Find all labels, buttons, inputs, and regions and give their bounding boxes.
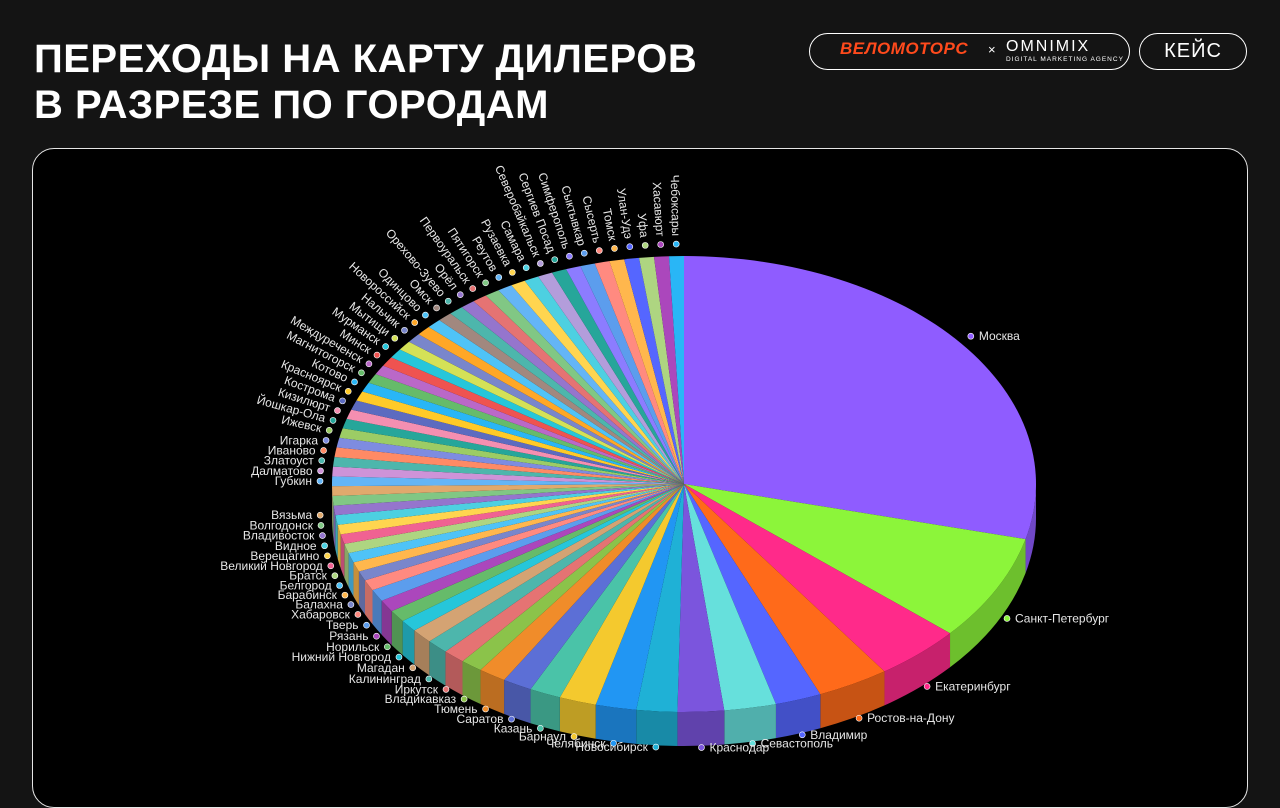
pie-label-dot (611, 740, 617, 746)
pie-label-dot (611, 245, 617, 251)
pie-label-dot (322, 543, 328, 549)
pie-slice-label: Краснодар (709, 741, 769, 755)
pie-label-dot (358, 370, 364, 376)
pie-slice-label: Игарка (280, 433, 319, 447)
pie-label-dot (924, 683, 930, 689)
pie-label-dot (321, 447, 327, 453)
pie-label-dot (352, 379, 358, 385)
pie-label-dot (332, 573, 338, 579)
pie-label-dot (434, 305, 440, 311)
pie-top-layer (332, 256, 1036, 712)
pie-label-dot (496, 274, 502, 280)
pie-label-dot (319, 458, 325, 464)
pie-label-dot (318, 522, 324, 528)
pie-slice-label: Хасавюрт (650, 182, 668, 238)
pie-label-dot (968, 333, 974, 339)
pie-label-dot (318, 468, 324, 474)
pie-label-dot (334, 408, 340, 414)
pie-label-dot (383, 344, 389, 350)
pie-label-dot (337, 582, 343, 588)
pie-slice-label: Чебоксары (668, 174, 683, 236)
pie-label-dot (856, 715, 862, 721)
pie-label-dot (673, 241, 679, 247)
pie-slice-label: Санкт-Петербург (1015, 611, 1110, 625)
pie-label-dot (342, 592, 348, 598)
pie-label-dot (317, 512, 323, 518)
pie-label-dot (581, 250, 587, 256)
pie-label-dot (443, 686, 449, 692)
pie-label-dot (698, 745, 704, 751)
pie-slice-label: Вязьма (271, 508, 312, 522)
pie-label-dot (483, 280, 489, 286)
pie-label-dot (323, 437, 329, 443)
pie-label-dot (374, 352, 380, 358)
pie-slice-label: Екатеринбург (935, 679, 1011, 693)
pie-label-dot (422, 312, 428, 318)
pie-label-dot (364, 622, 370, 628)
pie-label-dot (384, 644, 390, 650)
pie-slice-label: Москва (979, 329, 1020, 343)
pie-label-dot (412, 320, 418, 326)
pie-label-dot (653, 744, 659, 750)
pie-label-dot (571, 734, 577, 740)
pie-label-dot (523, 265, 529, 271)
pie-label-dot (317, 478, 323, 484)
pie-label-dot (396, 654, 402, 660)
pie-chart: Москва Санкт-Петербург Екатеринбург Ростов-… (0, 0, 1280, 779)
pie-label-dot (355, 611, 361, 617)
pie-label-dot (340, 398, 346, 404)
pie-label-dot (461, 696, 467, 702)
pie-label-dot (552, 257, 558, 263)
pie-label-dot (483, 706, 489, 712)
pie-label-dot (373, 633, 379, 639)
pie-label-dot (348, 602, 354, 608)
pie-label-dot (402, 327, 408, 333)
pie-label-dot (627, 244, 633, 250)
pie-label-dot (326, 427, 332, 433)
pie-label-dot (1004, 615, 1010, 621)
pie-slice-label: Севастополь (761, 737, 833, 751)
pie-label-dot (508, 716, 514, 722)
pie-label-dot (426, 676, 432, 682)
pie-label-dot (324, 553, 330, 559)
pie-label-dot (319, 533, 325, 539)
pie-label-dot (345, 388, 351, 394)
pie-label-dot (445, 298, 451, 304)
pie-label-dot (330, 417, 336, 423)
pie-label-dot (658, 241, 664, 247)
pie-label-dot (596, 248, 602, 254)
pie-label-dot (509, 269, 515, 275)
pie-slice-label: Уфа (635, 213, 652, 239)
pie-label-dot (566, 253, 572, 259)
pie-label-dot (410, 665, 416, 671)
pie-label-dot (537, 725, 543, 731)
pie-label-dot (537, 260, 543, 266)
pie-label-dot (642, 242, 648, 248)
pie-label-dot (457, 292, 463, 298)
pie-slice-label: Ростов-на-Дону (867, 711, 954, 725)
pie-label-dot (366, 361, 372, 367)
pie-label-dot (392, 335, 398, 341)
pie-label-dot (328, 563, 334, 569)
pie-label-dot (470, 286, 476, 292)
